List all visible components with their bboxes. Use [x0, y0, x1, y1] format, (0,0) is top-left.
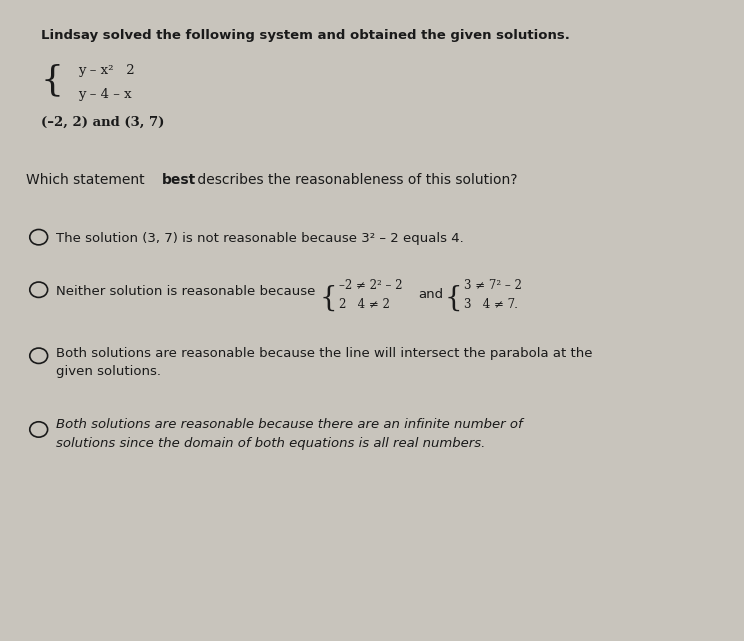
- Text: {: {: [320, 285, 338, 312]
- Text: (–2, 2) and (3, 7): (–2, 2) and (3, 7): [41, 115, 164, 128]
- Text: y – 4 – x: y – 4 – x: [78, 88, 132, 101]
- Text: 3 ≠ 7² – 2: 3 ≠ 7² – 2: [464, 279, 522, 292]
- Text: {: {: [445, 285, 463, 312]
- Text: best: best: [162, 173, 196, 187]
- Text: 3   4 ≠ 7: 3 4 ≠ 7: [464, 298, 516, 311]
- Text: {: {: [41, 63, 64, 97]
- Text: Lindsay solved the following system and obtained the given solutions.: Lindsay solved the following system and …: [41, 29, 570, 42]
- Text: solutions since the domain of both equations is all real numbers.: solutions since the domain of both equat…: [56, 437, 485, 450]
- Text: and: and: [418, 288, 443, 301]
- Text: 2   4 ≠ 2: 2 4 ≠ 2: [339, 298, 390, 311]
- Text: Which statement: Which statement: [26, 173, 149, 187]
- Text: given solutions.: given solutions.: [56, 365, 161, 378]
- Text: The solution (3, 7) is not reasonable because 3² – 2 equals 4.: The solution (3, 7) is not reasonable be…: [56, 232, 464, 245]
- Text: Neither solution is reasonable because: Neither solution is reasonable because: [56, 285, 315, 297]
- Text: .: .: [513, 298, 518, 311]
- Text: Both solutions are reasonable because the line will intersect the parabola at th: Both solutions are reasonable because th…: [56, 347, 592, 360]
- Text: describes the reasonableness of this solution?: describes the reasonableness of this sol…: [193, 173, 517, 187]
- Text: Both solutions are reasonable because there are an infinite number of: Both solutions are reasonable because th…: [56, 418, 522, 431]
- Text: –2 ≠ 2² – 2: –2 ≠ 2² – 2: [339, 279, 403, 292]
- Text: y – x²   2: y – x² 2: [78, 64, 135, 77]
